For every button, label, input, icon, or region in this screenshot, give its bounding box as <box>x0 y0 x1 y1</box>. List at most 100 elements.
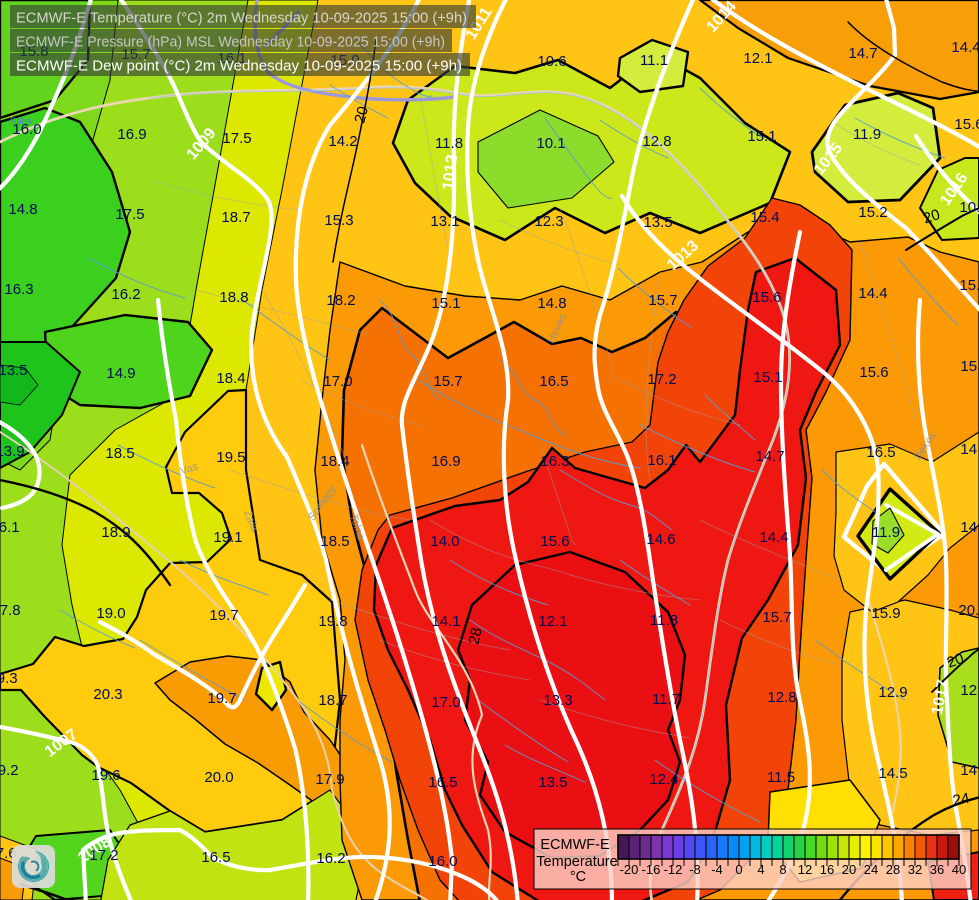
svg-text:12.3: 12.3 <box>534 213 563 230</box>
svg-text:14.5: 14.5 <box>878 765 907 782</box>
svg-text:4: 4 <box>757 862 764 877</box>
svg-text:14.8: 14.8 <box>8 201 37 218</box>
svg-text:13.1: 13.1 <box>430 213 459 230</box>
svg-text:14.7: 14.7 <box>755 448 784 465</box>
svg-text:12.9: 12.9 <box>878 684 907 701</box>
svg-text:19.2: 19.2 <box>0 762 19 779</box>
svg-text:Rába: Rába <box>10 116 32 126</box>
svg-text:16.5: 16.5 <box>866 444 895 461</box>
svg-text:19.0: 19.0 <box>96 605 125 622</box>
svg-text:15.6: 15.6 <box>540 533 569 550</box>
svg-text:10.1: 10.1 <box>536 135 565 152</box>
svg-text:11.5: 11.5 <box>767 769 795 786</box>
svg-text:14.4: 14.4 <box>960 762 979 779</box>
svg-text:16.5: 16.5 <box>428 774 457 791</box>
svg-text:18.5: 18.5 <box>320 533 349 550</box>
svg-text:13.9: 13.9 <box>0 443 25 460</box>
svg-text:-8: -8 <box>689 862 701 877</box>
svg-text:12.4: 12.4 <box>649 771 678 788</box>
svg-text:14.8: 14.8 <box>537 295 566 312</box>
svg-text:40: 40 <box>952 862 966 877</box>
svg-text:15.4: 15.4 <box>750 209 779 226</box>
svg-text:16.2: 16.2 <box>111 286 140 303</box>
svg-text:19.5: 19.5 <box>216 449 245 466</box>
svg-text:11.1: 11.1 <box>640 52 668 69</box>
svg-text:19.8: 19.8 <box>318 613 347 630</box>
svg-text:13.5: 13.5 <box>0 362 28 379</box>
svg-text:14.6: 14.6 <box>646 531 675 548</box>
svg-text:18.7: 18.7 <box>318 692 347 709</box>
svg-text:11.7: 11.7 <box>652 691 680 708</box>
svg-text:19.6: 19.6 <box>91 767 120 784</box>
svg-text:15.7: 15.7 <box>648 292 677 309</box>
svg-text:15.7: 15.7 <box>433 373 462 390</box>
svg-text:18.8: 18.8 <box>219 289 248 306</box>
svg-text:20: 20 <box>921 206 942 227</box>
svg-text:14.4: 14.4 <box>960 441 979 458</box>
svg-text:16.1: 16.1 <box>647 452 676 469</box>
svg-text:28: 28 <box>886 862 900 877</box>
svg-text:19.7: 19.7 <box>207 690 236 707</box>
svg-text:12.1: 12.1 <box>743 50 772 67</box>
svg-text:17.0: 17.0 <box>323 373 352 390</box>
svg-text:17.8: 17.8 <box>0 602 21 619</box>
svg-text:12.1: 12.1 <box>538 613 567 630</box>
svg-text:-12: -12 <box>664 862 683 877</box>
svg-text:13.5: 13.5 <box>538 774 567 791</box>
svg-text:11.8: 11.8 <box>435 135 463 152</box>
svg-text:11.9: 11.9 <box>853 126 881 143</box>
svg-text:1012: 1012 <box>440 154 461 192</box>
svg-text:17.2: 17.2 <box>647 371 676 388</box>
svg-text:-4: -4 <box>711 862 723 877</box>
svg-text:15.4: 15.4 <box>959 277 979 294</box>
svg-text:ECMWF-E Pressure (hPa) MSL Wed: ECMWF-E Pressure (hPa) MSL Wednesday 10-… <box>16 34 445 51</box>
svg-text:16.0: 16.0 <box>428 853 457 870</box>
svg-text:14.4: 14.4 <box>951 39 979 56</box>
svg-text:16.9: 16.9 <box>431 453 460 470</box>
svg-text:18.4: 18.4 <box>320 453 349 470</box>
svg-text:12: 12 <box>798 862 812 877</box>
svg-text:15.1: 15.1 <box>747 128 776 145</box>
svg-text:18.7: 18.7 <box>221 209 250 226</box>
svg-text:16.2: 16.2 <box>316 850 345 867</box>
svg-text:16.5: 16.5 <box>201 849 230 866</box>
svg-text:1017: 1017 <box>929 678 952 716</box>
svg-text:20: 20 <box>351 105 372 126</box>
svg-text:32: 32 <box>908 862 922 877</box>
svg-text:36: 36 <box>930 862 944 877</box>
svg-text:16.1: 16.1 <box>0 519 20 536</box>
svg-text:14.4: 14.4 <box>759 529 788 546</box>
svg-text:°C: °C <box>570 869 586 885</box>
svg-text:10.6: 10.6 <box>537 53 566 70</box>
svg-text:15.6: 15.6 <box>960 358 979 375</box>
svg-text:18.9: 18.9 <box>101 524 130 541</box>
svg-text:15.2: 15.2 <box>858 204 887 221</box>
svg-text:13.5: 13.5 <box>643 214 672 231</box>
svg-text:12.4: 12.4 <box>960 682 979 699</box>
svg-text:Temperature: Temperature <box>536 854 617 870</box>
svg-text:11.9: 11.9 <box>872 524 900 541</box>
svg-text:15.3: 15.3 <box>324 212 353 229</box>
svg-text:24: 24 <box>952 790 971 810</box>
svg-text:16.0: 16.0 <box>12 121 41 138</box>
svg-text:15.6: 15.6 <box>954 116 979 133</box>
svg-text:15.9: 15.9 <box>871 605 900 622</box>
svg-text:20: 20 <box>945 650 966 672</box>
svg-text:14.1: 14.1 <box>431 613 460 630</box>
svg-text:18.4: 18.4 <box>216 370 245 387</box>
svg-text:ECMWF-E Dew point (°C) 2m Wedn: ECMWF-E Dew point (°C) 2m Wednesday 10-0… <box>16 58 462 75</box>
svg-text:17.5: 17.5 <box>115 206 144 223</box>
svg-text:Vas: Vas <box>179 460 200 477</box>
svg-text:16.5: 16.5 <box>539 373 568 390</box>
svg-text:-16: -16 <box>642 862 661 877</box>
svg-text:19.7: 19.7 <box>209 607 238 624</box>
svg-text:12.8: 12.8 <box>642 133 671 150</box>
svg-text:15.1: 15.1 <box>431 295 460 312</box>
svg-text:28: 28 <box>466 626 486 646</box>
svg-text:13.3: 13.3 <box>543 692 572 709</box>
svg-text:14.7: 14.7 <box>848 45 877 62</box>
svg-text:ECMWF-E: ECMWF-E <box>540 837 610 853</box>
svg-text:ECMWF-E Temperature (°C) 2m We: ECMWF-E Temperature (°C) 2m Wednesday 10… <box>16 10 467 27</box>
svg-text:15.7: 15.7 <box>762 609 791 626</box>
svg-text:16: 16 <box>820 862 834 877</box>
